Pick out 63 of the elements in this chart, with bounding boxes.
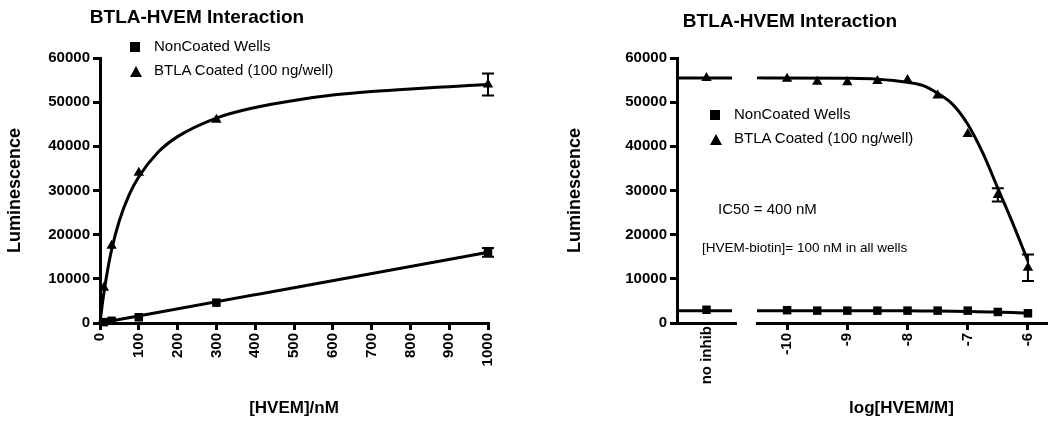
y-tick-label: 30000 — [48, 180, 90, 198]
y-axis-title: Luminescence — [563, 127, 584, 254]
point — [812, 75, 823, 85]
chart-title: BTLA-HVEM Interaction — [682, 10, 898, 32]
point — [962, 127, 973, 137]
x-tick-label: -7 — [957, 333, 975, 347]
point — [933, 306, 942, 315]
point — [106, 239, 117, 249]
y-tick-label: 10000 — [48, 268, 90, 286]
point — [134, 313, 144, 322]
x-tick-label: 100 — [128, 333, 146, 359]
point — [1023, 309, 1033, 318]
y-tick-label: 20000 — [48, 224, 90, 242]
x-tick-label: -8 — [897, 333, 915, 347]
legend-label: BTLA Coated (100 ng/well) — [734, 129, 914, 146]
x-tick-label: 600 — [322, 333, 340, 359]
annotation: IC50 = 400 nM — [718, 200, 817, 217]
y-tick-label: 60000 — [48, 48, 90, 66]
point — [903, 306, 912, 315]
x-tick-label: 0 — [90, 333, 108, 342]
point — [107, 316, 116, 326]
y-tick-label: 50000 — [48, 92, 90, 110]
x-axis-title: log[HVEM/M] — [849, 398, 954, 418]
x-tick-label: 800 — [400, 333, 418, 359]
point — [963, 306, 972, 315]
y-tick-label: 30000 — [625, 180, 667, 198]
legend-label: BTLA Coated (100 ng/well) — [154, 61, 334, 78]
y-axis-title: Luminescence — [3, 127, 24, 254]
point — [98, 281, 110, 291]
point — [212, 298, 221, 307]
x-tick-label: 700 — [361, 333, 379, 359]
x-tick-label: -9 — [837, 333, 855, 347]
y-tick-label: 0 — [658, 313, 667, 331]
point — [932, 89, 943, 99]
legend-label: NonCoated Wells — [154, 37, 271, 54]
point — [843, 306, 852, 315]
point — [872, 74, 883, 84]
point — [133, 166, 144, 176]
x-tick-label: 200 — [167, 333, 185, 359]
y-tick-label: 10000 — [625, 268, 667, 286]
y-tick-label: 50000 — [625, 92, 667, 110]
x-tick-label: -6 — [1018, 333, 1036, 347]
x-tick-label: 1000 — [478, 333, 496, 367]
annotation: [HVEM-biotin]= 100 nM in all wells — [702, 240, 908, 255]
x-tick-label: 500 — [284, 333, 302, 359]
y-tick-label: 60000 — [625, 48, 667, 66]
x-tick-label: 900 — [439, 333, 457, 359]
point — [781, 72, 793, 82]
y-tick-label: 40000 — [625, 136, 667, 154]
point — [842, 76, 853, 86]
x-axis-title: [HVEM]/nM — [249, 398, 339, 418]
point — [812, 306, 822, 315]
point — [211, 113, 222, 123]
legend-label: NonCoated Wells — [734, 105, 851, 122]
x-tick-label: -10 — [777, 333, 795, 355]
y-tick-label: 0 — [81, 313, 90, 331]
y-tick-label: 20000 — [625, 224, 667, 242]
x-tick-label: 300 — [206, 333, 224, 359]
chart-title: BTLA-HVEM Interaction — [89, 6, 305, 28]
x-tick-label: 400 — [245, 333, 263, 359]
x-tick-label: no inhib — [696, 326, 714, 385]
point — [873, 306, 882, 315]
y-tick-label: 40000 — [48, 136, 90, 154]
